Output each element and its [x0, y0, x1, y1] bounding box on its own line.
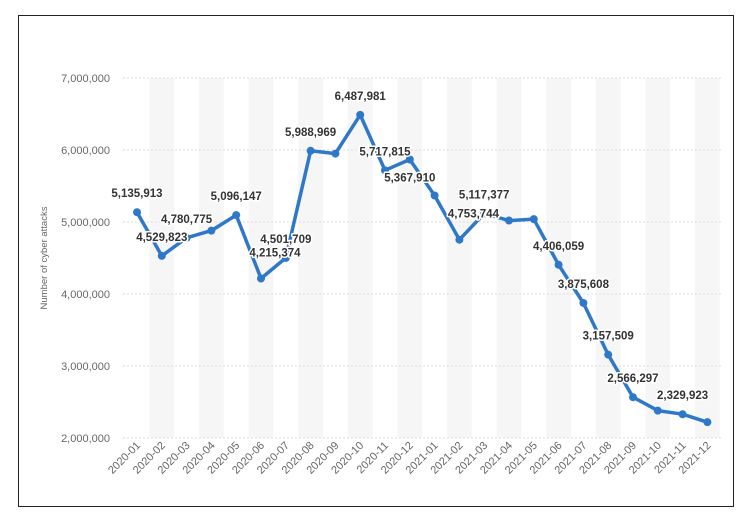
data-point: [703, 418, 712, 427]
column-band: [298, 78, 323, 438]
x-axis-tick-labels: 2020-012020-022020-032020-042020-052020-…: [106, 440, 713, 477]
data-label: 6,487,981: [335, 91, 387, 103]
data-point: [381, 166, 389, 175]
y-tick-label: 7,000,000: [61, 73, 110, 85]
column-band: [645, 78, 671, 438]
data-point: [133, 208, 141, 217]
data-point: [207, 226, 216, 235]
data-point: [356, 110, 365, 119]
column-bands: [149, 78, 720, 438]
data-point: [505, 216, 513, 225]
data-point: [579, 298, 588, 307]
data-point: [430, 191, 439, 200]
data-point: [157, 251, 166, 260]
data-point: [529, 215, 538, 224]
data-label: 5,367,910: [384, 173, 435, 185]
data-points: [133, 110, 712, 427]
data-labels: 5,135,913 4,529,823 4,780,775 5,096,147 4,21…: [110, 89, 710, 403]
y-tick-label: 6,000,000: [61, 145, 110, 157]
column-band: [199, 78, 224, 438]
data-label: 4,501,709: [260, 234, 311, 246]
y-tick-label: 2,000,000: [61, 433, 110, 445]
data-label: 4,753,744: [448, 209, 500, 221]
data-point: [554, 260, 563, 269]
data-point: [405, 155, 414, 164]
column-band: [447, 78, 472, 438]
data-label: 4,780,775: [161, 214, 213, 226]
data-point: [455, 235, 464, 244]
y-axis-label: Number of cyber attacks: [39, 206, 50, 309]
series-line: [135, 113, 710, 424]
data-point: [480, 209, 489, 218]
y-tick-label: 4,000,000: [61, 289, 110, 301]
data-label: 5,117,377: [459, 190, 510, 202]
data-label: 4,529,823: [136, 232, 187, 244]
data-label: 5,988,969: [285, 127, 336, 139]
column-band: [496, 78, 522, 438]
column-band: [397, 78, 423, 438]
data-point: [653, 406, 662, 415]
data-point: [678, 410, 687, 419]
data-label: 5,096,147: [211, 191, 262, 203]
data-label: 2,329,923: [657, 390, 708, 402]
gridlines: [123, 77, 723, 439]
column-band: [695, 78, 720, 438]
data-label: 4,215,374: [249, 247, 301, 259]
y-axis-tick-labels: 2,000,000 3,000,000 4,000,000 5,000,000 6,00…: [61, 73, 110, 445]
column-band: [347, 78, 373, 438]
data-label: 5,135,913: [111, 188, 162, 200]
data-point: [629, 393, 637, 402]
data-point: [604, 350, 613, 359]
data-label: 3,875,608: [558, 279, 610, 291]
data-label: 5,717,815: [359, 146, 411, 158]
data-point: [331, 149, 340, 158]
data-label: 4,406,059: [533, 241, 584, 253]
data-point: [182, 233, 191, 242]
data-point: [281, 253, 290, 262]
data-point: [232, 211, 241, 220]
y-tick-label: 5,000,000: [61, 217, 110, 229]
data-label: 3,157,509: [583, 331, 634, 343]
data-point: [306, 146, 315, 155]
column-band: [546, 78, 571, 438]
data-label: 2,566,297: [607, 373, 658, 385]
data-point: [257, 274, 265, 283]
y-tick-label: 3,000,000: [61, 361, 110, 373]
column-band: [595, 78, 621, 438]
